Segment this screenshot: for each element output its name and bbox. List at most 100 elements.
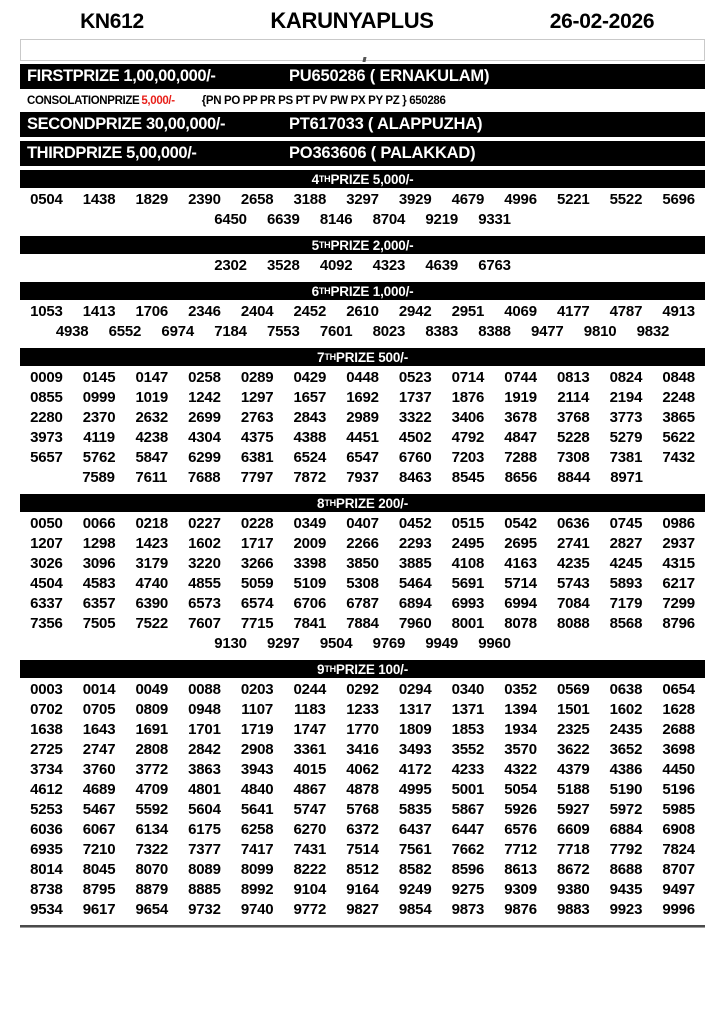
prize-title-rest: PRIZE 200/- (335, 495, 408, 511)
prize-number: 8388 (478, 323, 511, 340)
prize-number: 0228 (240, 515, 274, 532)
prize-number: 4502 (398, 429, 432, 446)
prize-number: 8613 (504, 861, 537, 878)
top-prize-row: THIRDPRIZE 5,00,000/- PO363606 ( PALAKKAD… (20, 141, 705, 166)
prize-number: 1628 (662, 701, 695, 718)
prize-number: 4119 (83, 429, 115, 446)
prize-number: 3322 (398, 409, 432, 426)
prize-number: 9923 (609, 901, 643, 918)
prize-number: 0638 (609, 681, 643, 698)
prize-number: 3698 (662, 741, 695, 758)
prize-number: 6337 (30, 595, 63, 612)
prize-number: 1602 (609, 701, 643, 718)
prize-ordinal: 4 (311, 171, 320, 187)
prize-number: 8070 (135, 861, 169, 878)
prize-number-grid: 0003 0014 0049 0088 0203 0244 0292 0294 0340 0352… (20, 678, 705, 922)
top-prize-list: FIRSTPRIZE 1,00,00,000/- PU650286 ( ERNAK… (0, 64, 724, 166)
prize-number: 0147 (135, 369, 169, 386)
prize-number: 9854 (398, 901, 432, 918)
prize-number: 4379 (556, 761, 590, 778)
prize-number: 4740 (135, 575, 169, 592)
prize-number: 0352 (504, 681, 537, 698)
prize-number: 5221 (556, 191, 590, 208)
prize-number: 8014 (30, 861, 63, 878)
prize-number: 4375 (240, 429, 274, 446)
prize-number: 4840 (240, 781, 274, 798)
prize-ordinal: 6 (311, 283, 320, 299)
prize-number: 0744 (504, 369, 537, 386)
prize-number: 5604 (188, 801, 221, 818)
prize-number-row: 6935 7210 7322 7377 7417 7431 7514 7561 7662 7712… (20, 840, 705, 860)
prize-number: 6552 (108, 323, 142, 340)
prize-number: 5188 (556, 781, 590, 798)
prize-number: 7937 (346, 469, 379, 486)
prize-number: 0003 (30, 681, 63, 698)
prize-number: 0714 (451, 369, 485, 386)
prize-number: 4787 (609, 303, 643, 320)
prize-title-rest: PRIZE 100/- (335, 661, 408, 677)
prize-number: 9104 (293, 881, 327, 898)
prize-number: 4245 (609, 555, 643, 572)
prize-number-grid: 0504 1438 1829 2390 2658 3188 3297 3929 4679 4996… (20, 188, 705, 232)
prize-number: 8885 (188, 881, 221, 898)
prize-number: 9654 (135, 901, 169, 918)
prize-number-row: 7589 7611 7688 7797 7872 7937 8463 8545 8656 8844… (20, 468, 705, 488)
draw-code: KN612 (80, 10, 144, 33)
prize-number: 5743 (556, 575, 590, 592)
prize-number: 2194 (609, 389, 643, 406)
prize-number: 7356 (30, 615, 63, 632)
prize-number: 2747 (82, 741, 116, 758)
prize-number: 3570 (504, 741, 537, 758)
prize-number-row: 9534 9617 9654 9732 9740 9772 9827 9854 9873 9876… (20, 900, 705, 920)
prize-number: 1501 (556, 701, 590, 718)
prize-number: 3929 (398, 191, 432, 208)
prize-number: 6067 (82, 821, 116, 838)
prize-number: 0654 (662, 681, 695, 698)
blank-notice-box (20, 39, 705, 62)
prize-number: 8099 (240, 861, 274, 878)
prize-number: 0809 (135, 701, 169, 718)
prize-number: 4450 (662, 761, 695, 778)
prize-number: 1692 (346, 389, 379, 406)
prize-number: 2843 (293, 409, 327, 426)
prize-number: 2695 (504, 535, 537, 552)
prize-number: 8707 (662, 861, 695, 878)
prize-number: 3850 (346, 555, 379, 572)
prize-number: 9504 (319, 635, 353, 652)
prize-number: 7872 (293, 469, 326, 486)
prize-number: 6134 (135, 821, 169, 838)
prize-number-row: 8738 8795 8879 8885 8992 9104 9164 9249 9275 9309… (20, 880, 705, 900)
prize-title-rest: PRIZE 2,000/- (330, 237, 414, 253)
prize-number: 9876 (504, 901, 537, 918)
prize-number: 0948 (188, 701, 221, 718)
prize-ordinal: 8 (317, 495, 325, 511)
prize-number: 5253 (30, 801, 63, 818)
prize-number: 2435 (609, 721, 643, 738)
prize-number: 8738 (30, 881, 63, 898)
prize-number: 7824 (662, 841, 695, 858)
prize-number: 0049 (135, 681, 169, 698)
prize-number: 6763 (478, 257, 511, 274)
prize-number-row: 0003 0014 0049 0088 0203 0244 0292 0294 0340 0352… (20, 680, 705, 700)
prize-number: 4612 (30, 781, 63, 798)
prize-number: 6390 (135, 595, 169, 612)
prize-number: 8222 (293, 861, 327, 878)
prize-number: 2325 (556, 721, 590, 738)
prize-number: 5308 (346, 575, 379, 592)
prize-number: 2346 (188, 303, 221, 320)
prize-number: 5622 (662, 429, 695, 446)
top-prize-label: FIRSTPRIZE 1,00,00,000/- (27, 67, 216, 85)
prize-number-row: 2302 3528 4092 4323 4639 6763 (20, 256, 705, 276)
prize-number: 4855 (188, 575, 221, 592)
prize-number: 8656 (504, 469, 538, 486)
prize-number: 0294 (398, 681, 432, 698)
prize-ordinal: 9 (317, 661, 325, 677)
prize-number: 8672 (556, 861, 590, 878)
prize-number: 5985 (662, 801, 695, 818)
prize-number: 9164 (346, 881, 379, 898)
prize-number: 0523 (398, 369, 432, 386)
tick-mark-icon (361, 57, 367, 62)
prize-number: 3493 (398, 741, 432, 758)
prize-number: 4235 (556, 555, 590, 572)
prize-number: 5847 (135, 449, 169, 466)
